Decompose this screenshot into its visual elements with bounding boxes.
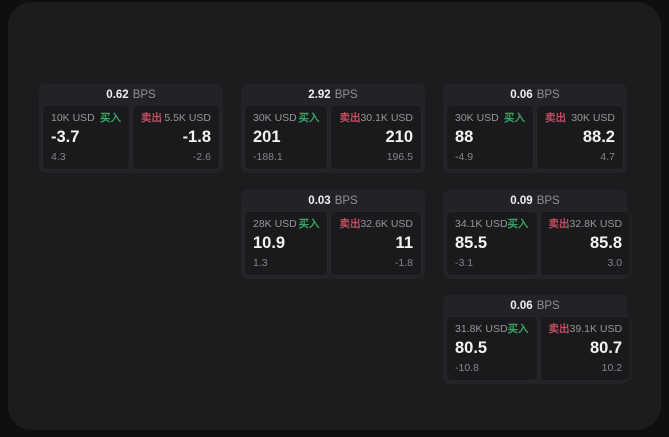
sell-side-label: 卖出	[141, 112, 162, 124]
buy-price: 80.5	[455, 339, 488, 357]
buy-price: -3.7	[51, 128, 80, 146]
buy-change: -10.8	[455, 362, 479, 374]
buy-panel[interactable]: 30K USD 买入 201 -188.1	[244, 105, 329, 170]
buy-panel[interactable]: 34.1K USD 买入 85.5 -3.1	[446, 211, 538, 276]
buy-panel[interactable]: 30K USD 买入 88 -4.9	[446, 105, 534, 170]
sell-side-label: 卖出	[548, 218, 570, 230]
sell-price: 11	[395, 234, 413, 252]
buy-price: 88	[455, 128, 474, 146]
buy-change: -4.9	[455, 151, 474, 163]
sell-change: 4.7	[600, 151, 615, 163]
sell-price: 210	[385, 128, 413, 146]
buy-change: -188.1	[253, 151, 283, 163]
buy-panel[interactable]: 28K USD 买入 10.9 1.3	[244, 211, 329, 276]
sell-size: 30K USD	[571, 112, 615, 124]
buy-side-label: 买入	[507, 323, 529, 335]
sell-side-label: 卖出	[339, 112, 361, 124]
bps-value: 0.03	[308, 195, 331, 207]
buy-size: 28K USD	[253, 218, 297, 230]
buy-price: 10.9	[253, 234, 286, 252]
buy-side-label: 买入	[100, 112, 121, 124]
bps-unit: BPS	[334, 89, 358, 101]
bps-value: 0.62	[106, 89, 129, 101]
buy-size: 30K USD	[455, 112, 499, 124]
sell-side-label: 卖出	[339, 218, 361, 230]
buy-change: -3.1	[455, 257, 474, 269]
card-header: 2.92 BPS	[244, 84, 422, 105]
sell-change: 196.5	[386, 151, 413, 163]
sell-panel[interactable]: 卖出 32.6K USD 11 -1.8	[330, 211, 422, 276]
quote-card: 0.09 BPS 34.1K USD 买入 85.5 -3.1 卖出 32.8K …	[443, 190, 632, 279]
card-header: 0.09 BPS	[446, 190, 624, 211]
sell-change: -1.8	[394, 257, 413, 269]
bps-unit: BPS	[536, 195, 560, 207]
sell-size: 32.8K USD	[569, 218, 623, 230]
card-header: 0.62 BPS	[42, 84, 220, 105]
sell-panel[interactable]: 卖出 30K USD 88.2 4.7	[536, 105, 624, 170]
buy-size: 34.1K USD	[455, 218, 508, 230]
buy-size: 30K USD	[253, 112, 297, 124]
quote-card: 0.06 BPS 30K USD 买入 88 -4.9 卖出 30K USD 88…	[443, 84, 627, 173]
sell-change: 3.0	[607, 257, 623, 269]
sell-price: 80.7	[589, 339, 623, 357]
buy-side-label: 买入	[507, 218, 529, 230]
quote-card: 0.06 BPS 31.8K USD 买入 80.5 -10.8 卖出 39.1K…	[443, 295, 632, 384]
sell-side-label: 卖出	[545, 112, 566, 124]
sell-price: 88.2	[582, 128, 615, 146]
buy-size: 31.8K USD	[455, 323, 508, 335]
bps-value: 2.92	[308, 89, 331, 101]
sell-size: 5.5K USD	[164, 112, 211, 124]
sell-panel[interactable]: 卖出 30.1K USD 210 196.5	[330, 105, 422, 170]
card-header: 0.06 BPS	[446, 84, 624, 105]
buy-side-label: 买入	[298, 218, 320, 230]
buy-side-label: 买入	[298, 112, 320, 124]
sell-price: 85.8	[589, 234, 623, 252]
bps-value: 0.09	[510, 195, 533, 207]
buy-change: 1.3	[253, 257, 268, 269]
buy-side-label: 买入	[504, 112, 525, 124]
sell-size: 30.1K USD	[360, 112, 413, 124]
sell-panel[interactable]: 卖出 39.1K USD 80.7 10.2	[539, 316, 632, 381]
sell-side-label: 卖出	[548, 323, 570, 335]
sell-panel[interactable]: 卖出 5.5K USD -1.8 -2.6	[132, 105, 220, 170]
buy-price: 201	[253, 128, 281, 146]
bps-unit: BPS	[536, 89, 560, 101]
buy-price: 85.5	[455, 234, 488, 252]
bps-unit: BPS	[536, 300, 560, 312]
buy-size: 10K USD	[51, 112, 95, 124]
main-panel: 0.62 BPS 10K USD 买入 -3.7 4.3 卖出 5.5K USD …	[8, 2, 661, 430]
card-header: 0.03 BPS	[244, 190, 422, 211]
quote-card: 0.03 BPS 28K USD 买入 10.9 1.3 卖出 32.6K USD…	[241, 190, 425, 279]
quote-card: 0.62 BPS 10K USD 买入 -3.7 4.3 卖出 5.5K USD …	[39, 84, 223, 173]
bps-unit: BPS	[132, 89, 156, 101]
sell-size: 39.1K USD	[569, 323, 623, 335]
quote-card: 2.92 BPS 30K USD 买入 201 -188.1 卖出 30.1K U…	[241, 84, 425, 173]
sell-size: 32.6K USD	[360, 218, 413, 230]
sell-change: 10.2	[601, 362, 623, 374]
card-header: 0.06 BPS	[446, 295, 624, 316]
bps-unit: BPS	[334, 195, 358, 207]
sell-change: -2.6	[192, 151, 211, 163]
bps-value: 0.06	[510, 300, 533, 312]
buy-panel[interactable]: 10K USD 买入 -3.7 4.3	[42, 105, 130, 170]
bps-value: 0.06	[510, 89, 533, 101]
buy-panel[interactable]: 31.8K USD 买入 80.5 -10.8	[446, 316, 538, 381]
sell-panel[interactable]: 卖出 32.8K USD 85.8 3.0	[539, 211, 632, 276]
sell-price: -1.8	[182, 128, 211, 146]
buy-change: 4.3	[51, 151, 66, 163]
